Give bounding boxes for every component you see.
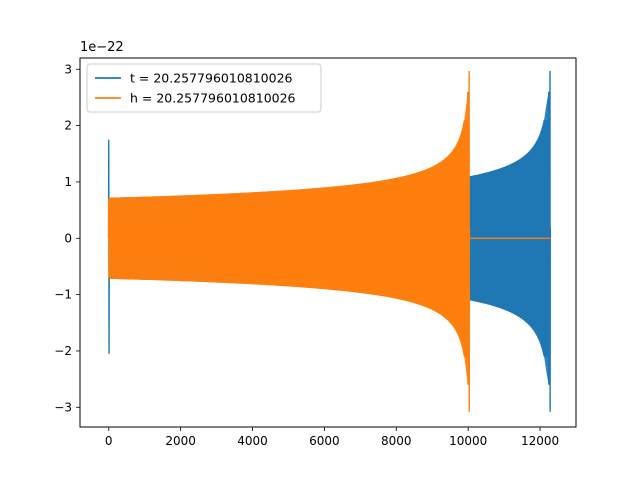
y-tick-label: 2	[64, 119, 72, 133]
x-axis: 0 2000 4000 6000 8000 10000 12000	[105, 427, 559, 448]
y-tick-label: −3	[54, 400, 72, 414]
legend-entry: t = 20.257796010810026	[130, 71, 293, 86]
series-line-1	[107, 70, 551, 412]
y-axis: −3 −2 −1 0 1 2 3	[54, 62, 80, 414]
y-tick-label: −2	[54, 344, 72, 358]
x-tick-label: 6000	[309, 434, 340, 448]
legend-box	[86, 63, 322, 113]
x-tick-label: 4000	[237, 434, 268, 448]
axes-frame	[79, 57, 577, 428]
legend-entry: h = 20.257796010810026	[130, 91, 296, 106]
x-tick-label: 10000	[449, 434, 487, 448]
y-scale-offset-label: 1e−22	[80, 40, 124, 55]
y-tick-label: 1	[64, 175, 72, 189]
legend: t = 20.257796010810026 h = 20.25779601081…	[86, 63, 322, 113]
x-tick-label: 0	[105, 434, 113, 448]
y-tick-label: 3	[64, 62, 72, 76]
series-layer	[107, 70, 552, 412]
y-tick-label: −1	[54, 288, 72, 302]
y-tick-label: 0	[64, 231, 72, 245]
x-tick-label: 12000	[521, 434, 559, 448]
x-tick-label: 8000	[381, 434, 412, 448]
x-tick-label: 2000	[165, 434, 196, 448]
